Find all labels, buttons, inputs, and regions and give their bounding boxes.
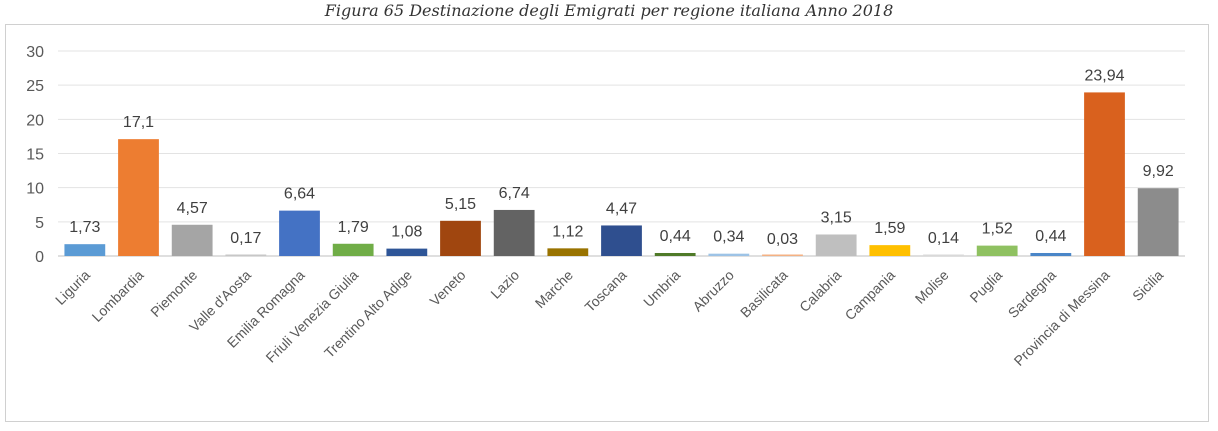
data-label: 1,12 [552,223,583,240]
data-label: 0,44 [1035,228,1066,245]
bar [762,254,803,256]
data-label: 1,73 [69,219,100,236]
data-label: 23,94 [1084,67,1124,84]
bar [171,224,213,256]
data-label: 1,59 [874,220,905,237]
y-tick-label: 5 [35,215,44,232]
data-label: 1,79 [338,219,369,236]
data-label: 0,14 [928,230,959,247]
x-tick-label: Campania [842,267,899,324]
bar [1084,92,1125,256]
data-label: 0,34 [713,229,744,246]
data-label: 1,52 [982,221,1013,238]
y-tick-label: 15 [26,147,44,164]
y-tick-label: 10 [26,181,44,198]
data-label: 9,92 [1143,163,1174,180]
bar [815,234,857,256]
chart-frame [5,24,1209,422]
x-tick-label: Veneto [426,267,468,309]
chart-caption: Figura 65 Destinazione degli Emigrati pe… [324,1,894,20]
bar [708,253,750,256]
y-tick-label: 30 [26,44,44,61]
x-tick-label: Piemonte [147,267,200,320]
bar [923,254,964,256]
bar [547,248,589,256]
y-tick-label: 25 [26,78,44,95]
data-label: 4,57 [177,200,208,217]
data-label: 0,44 [660,228,691,245]
data-label: 5,15 [445,196,476,213]
data-label: 3,15 [821,209,852,226]
bar [386,248,428,256]
x-tick-label: Liguria [52,267,93,308]
y-tick-label: 0 [35,249,44,266]
bar [279,210,320,256]
bar [601,225,642,256]
data-label: 6,74 [499,185,530,202]
bar [493,209,535,256]
data-label: 4,47 [606,200,637,217]
bar [440,220,481,256]
data-label: 6,64 [284,186,315,203]
bar [64,244,106,256]
x-tick-label: Abruzzo [689,267,737,315]
x-tick-label: Calabria [796,267,844,315]
bar [1137,188,1179,256]
x-tick-label: Umbria [640,267,683,310]
data-label: 0,17 [230,230,261,247]
bar [869,245,911,256]
bar [332,243,374,256]
x-tick-label: Friuli Venezia Giulia [262,267,361,366]
x-tick-label: Provincia di Messina [1011,267,1113,369]
x-tick-label: Sicilia [1129,267,1166,304]
data-label: 0,03 [767,231,798,248]
bar [118,139,159,256]
data-label: 17,1 [123,114,154,131]
x-tick-label: Marche [532,267,576,311]
data-label: 1,08 [391,224,422,241]
x-tick-label: Toscana [581,267,629,315]
bar [976,245,1018,256]
x-tick-label: Sardegna [1005,267,1059,321]
bar [654,252,696,256]
x-tick-label: Lombardia [89,267,147,325]
bar [1030,252,1072,256]
x-tick-label: Molise [912,267,952,307]
x-tick-label: Basilicata [737,267,791,321]
bar [225,254,267,256]
x-tick-label: Puglia [966,267,1005,306]
x-tick-label: Lazio [487,267,522,302]
y-tick-label: 20 [26,112,44,129]
